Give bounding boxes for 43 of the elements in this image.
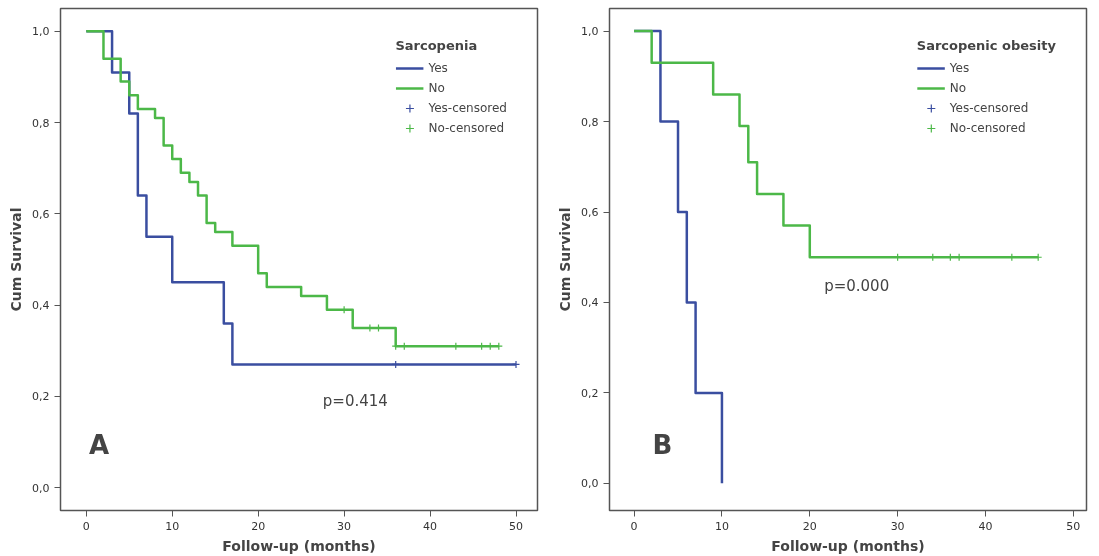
legend-title: Sarcopenia <box>395 38 479 53</box>
annotation: A <box>89 430 110 461</box>
x-tick-label: 30 <box>890 519 905 533</box>
x-tick-label: 0 <box>630 519 638 533</box>
legend-label: Yes-censored <box>428 101 507 115</box>
legend-label: No <box>949 81 968 95</box>
annotation: p=0.000 <box>824 276 890 295</box>
y-tick-label: 0,4 <box>32 299 50 313</box>
y-tick-label: 0,2 <box>581 386 599 400</box>
x-tick-label: 30 <box>337 519 352 533</box>
legend-label: No-censored <box>949 121 1026 135</box>
x-tick-label: 0 <box>82 519 90 533</box>
x-tick-label: 20 <box>802 519 817 533</box>
x-tick-label: 40 <box>978 519 993 533</box>
legend-label: Yes <box>428 61 449 75</box>
y-tick-label: 0,0 <box>32 481 50 495</box>
y-tick-label: 0,6 <box>581 206 599 220</box>
y-tick-label: 0,2 <box>32 390 50 404</box>
annotation: p=0.414 <box>322 392 388 411</box>
x-tick-label: 20 <box>251 519 266 533</box>
x-tick-label: 50 <box>509 519 524 533</box>
legend-title: Sarcopenic obesity <box>916 38 1056 53</box>
point <box>511 360 521 369</box>
y-tick-label: 0,4 <box>581 296 599 310</box>
annotation: B <box>652 430 673 461</box>
x-axis-title: Follow-up (months) <box>222 537 376 554</box>
y-tick-label: 0,0 <box>581 477 599 491</box>
x-tick-label: 10 <box>714 519 729 533</box>
x-axis-title: Follow-up (months) <box>771 537 925 554</box>
y-axis-title: Cum Survival <box>8 207 25 312</box>
y-tick-label: 0,6 <box>32 207 50 221</box>
legend-label: Yes-censored <box>949 101 1029 115</box>
y-tick-label: 1,0 <box>32 25 50 39</box>
legend-label: No-censored <box>428 121 505 135</box>
y-tick-label: 0,8 <box>32 116 50 130</box>
legend-label: No <box>428 81 446 95</box>
y-tick-label: 1,0 <box>581 25 599 39</box>
x-tick-label: 10 <box>165 519 180 533</box>
x-tick-label: 50 <box>1066 519 1081 533</box>
x-tick-label: 40 <box>423 519 438 533</box>
y-axis-title: Cum Survival <box>557 207 574 312</box>
legend-label: Yes <box>949 61 970 75</box>
y-tick-label: 0,8 <box>581 115 599 129</box>
